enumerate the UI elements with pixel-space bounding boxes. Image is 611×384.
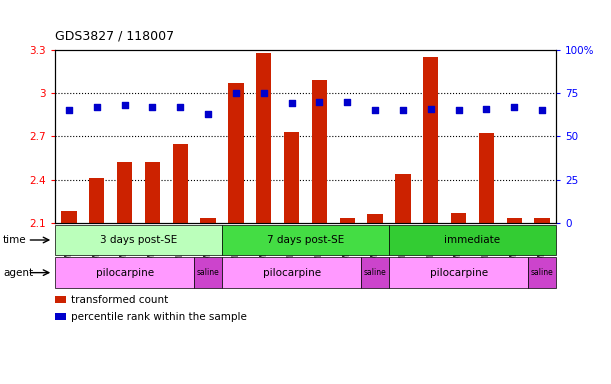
- Bar: [61, 211, 76, 223]
- Point: [231, 90, 241, 96]
- Point: [175, 104, 185, 110]
- Bar: [256, 53, 271, 223]
- Point: [287, 101, 296, 107]
- Bar: [117, 162, 132, 223]
- Text: transformed count: transformed count: [71, 295, 168, 305]
- Bar: [395, 174, 411, 223]
- Text: GDS3827 / 118007: GDS3827 / 118007: [55, 29, 174, 42]
- Point: [537, 108, 547, 114]
- Bar: [367, 214, 382, 223]
- Point: [259, 90, 269, 96]
- Text: saline: saline: [364, 268, 387, 277]
- Point: [203, 111, 213, 117]
- Text: percentile rank within the sample: percentile rank within the sample: [71, 312, 247, 322]
- Bar: [284, 132, 299, 223]
- Point: [481, 106, 491, 112]
- Point: [426, 106, 436, 112]
- Bar: [312, 80, 327, 223]
- Bar: [200, 218, 216, 223]
- Bar: [479, 134, 494, 223]
- Text: pilocarpine: pilocarpine: [263, 268, 321, 278]
- Point: [120, 102, 130, 108]
- Bar: [89, 178, 104, 223]
- Point: [454, 108, 464, 114]
- Bar: [340, 218, 355, 223]
- Text: 7 days post-SE: 7 days post-SE: [267, 235, 344, 245]
- Text: 3 days post-SE: 3 days post-SE: [100, 235, 177, 245]
- Bar: [507, 218, 522, 223]
- Point: [510, 104, 519, 110]
- Point: [398, 108, 408, 114]
- Point: [370, 108, 380, 114]
- Point: [315, 99, 324, 105]
- Text: saline: saline: [197, 268, 219, 277]
- Bar: [423, 57, 439, 223]
- Text: pilocarpine: pilocarpine: [430, 268, 488, 278]
- Point: [64, 108, 74, 114]
- Bar: [229, 83, 244, 223]
- Text: time: time: [3, 235, 27, 245]
- Point: [147, 104, 157, 110]
- Bar: [172, 144, 188, 223]
- Bar: [145, 162, 160, 223]
- Bar: [535, 218, 550, 223]
- Point: [342, 99, 352, 105]
- Point: [92, 104, 101, 110]
- Text: immediate: immediate: [444, 235, 500, 245]
- Text: pilocarpine: pilocarpine: [95, 268, 153, 278]
- Text: saline: saline: [531, 268, 554, 277]
- Bar: [451, 213, 466, 223]
- Text: agent: agent: [3, 268, 33, 278]
